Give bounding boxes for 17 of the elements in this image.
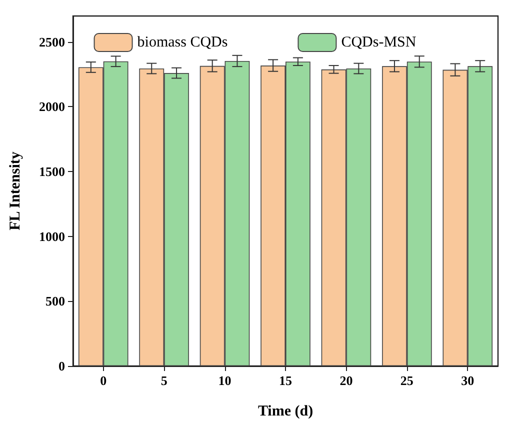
y-tick-label: 1000 [39, 228, 65, 244]
legend-label: biomass CQDs [137, 34, 228, 50]
x-tick-label: 15 [279, 373, 292, 388]
y-tick-label: 1500 [39, 164, 65, 180]
y-tick-label: 0 [58, 358, 65, 374]
legend-label: CQDs-MSN [341, 34, 416, 50]
x-tick-label: 0 [100, 373, 107, 388]
y-tick-label: 2000 [39, 99, 65, 114]
x-tick-label: 20 [340, 373, 353, 388]
x-axis-title: Time (d) [258, 404, 314, 420]
x-tick-label: 10 [218, 373, 232, 388]
y-tick-label: 2500 [39, 34, 65, 50]
x-tick-label: 30 [461, 373, 474, 388]
x-tick-label: 25 [400, 373, 414, 388]
y-axis-title: FL Intensity [8, 151, 24, 230]
y-tick-label: 500 [46, 294, 65, 309]
x-tick-label: 5 [160, 373, 168, 388]
